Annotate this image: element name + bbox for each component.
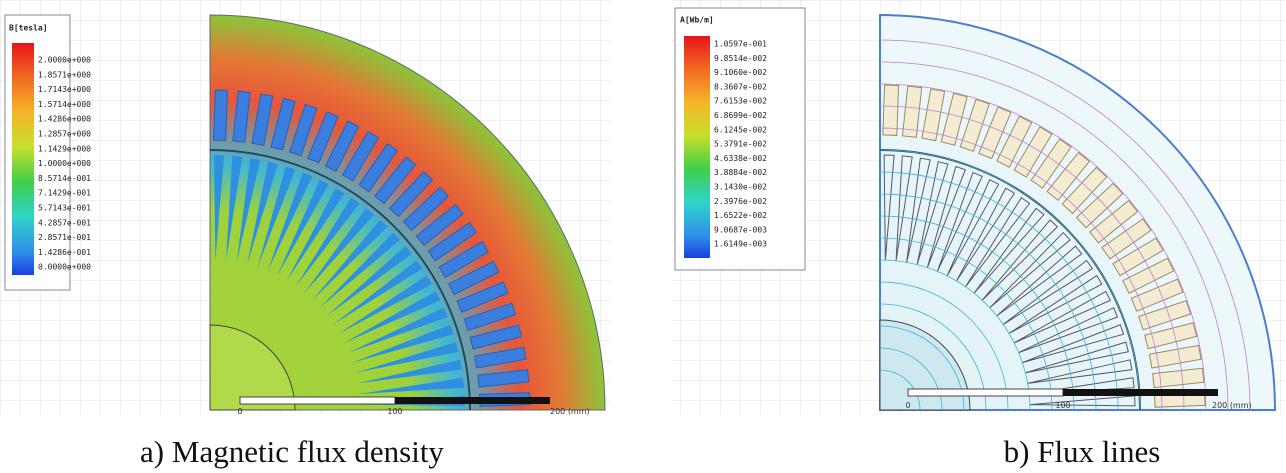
- caption: b) Flux lines: [1004, 434, 1161, 469]
- legend-a: B[tesla] 2.0000e+000 1.8571e+000 1.7143e+0…: [5, 15, 91, 290]
- legend-label: 8.5714e-001: [38, 174, 91, 183]
- slot: [214, 90, 228, 140]
- scale-label: 100: [1055, 401, 1070, 410]
- legend-label: 4.6338e-002: [714, 154, 767, 163]
- scale-label: 200 (mm): [550, 407, 590, 416]
- legend-label: 6.8699e-002: [714, 111, 767, 120]
- legend-label: 1.8571e+000: [38, 70, 91, 79]
- legend-label: 9.1060e-002: [714, 68, 767, 77]
- legend-title: B[tesla]: [9, 24, 48, 33]
- legend-label: 5.7143e-001: [38, 204, 91, 213]
- scale-label: 0: [905, 401, 910, 410]
- legend-label: 0.0000e+000: [38, 263, 91, 272]
- legend-b: A[Wb/m] 1.0597e-001 9.8514e-002 9.1060e-00…: [675, 8, 805, 270]
- legend-label: 5.3791e-002: [714, 140, 767, 149]
- scale-label: 100: [387, 407, 402, 416]
- legend-label: 1.7143e+000: [38, 85, 91, 94]
- legend-label: 9.0687e-003: [714, 225, 767, 234]
- legend-label: 4.2857e-001: [38, 218, 91, 227]
- legend-label: 1.6522e-002: [714, 211, 767, 220]
- legend-label: 7.1429e-001: [38, 189, 91, 198]
- legend-label: 3.1430e-002: [714, 183, 767, 192]
- legend-label: 2.3976e-002: [714, 197, 767, 206]
- legend-label: 3.8884e-002: [714, 168, 767, 177]
- legend-label: 1.4286e+000: [38, 115, 91, 124]
- legend-label: 9.8514e-002: [714, 54, 767, 63]
- legend-label: 1.0597e-001: [714, 40, 767, 49]
- scale-label: 0: [237, 407, 242, 416]
- legend-label: 1.2857e+000: [38, 130, 91, 139]
- scale-label: 200 (mm): [1212, 401, 1252, 410]
- legend-label: 1.6149e-003: [714, 240, 767, 249]
- legend-label: 1.0000e+000: [38, 159, 91, 168]
- legend-label: 1.5714e+000: [38, 100, 91, 109]
- legend-label: 1.4286e-001: [38, 248, 91, 257]
- legend-label: 8.3607e-002: [714, 82, 767, 91]
- legend-label: 1.1429e+000: [38, 144, 91, 153]
- legend-title: A[Wb/m]: [680, 16, 714, 25]
- figure: B[tesla] 2.0000e+000 1.8571e+000 1.7143e+0…: [0, 0, 1286, 473]
- legend-label: 7.6153e-002: [714, 97, 767, 106]
- caption: a) Magnetic flux density: [140, 434, 444, 469]
- legend-label: 6.1245e-002: [714, 125, 767, 134]
- legend-label: 2.0000e+000: [38, 56, 91, 65]
- legend-label: 2.8571e-001: [38, 233, 91, 242]
